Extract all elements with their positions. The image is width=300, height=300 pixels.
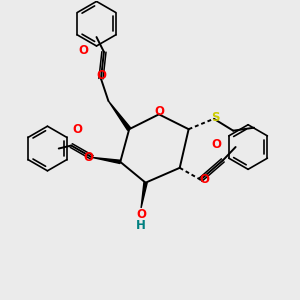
Text: S: S bbox=[211, 111, 220, 124]
Text: O: O bbox=[136, 208, 146, 221]
Text: O: O bbox=[83, 151, 94, 164]
Text: O: O bbox=[154, 106, 164, 118]
Polygon shape bbox=[141, 182, 147, 208]
Polygon shape bbox=[108, 101, 131, 130]
Polygon shape bbox=[92, 158, 121, 164]
Text: O: O bbox=[212, 138, 222, 151]
Text: O: O bbox=[78, 44, 88, 57]
Text: O: O bbox=[97, 69, 106, 82]
Text: H: H bbox=[136, 219, 146, 232]
Text: O: O bbox=[72, 123, 82, 136]
Text: O: O bbox=[199, 172, 209, 186]
